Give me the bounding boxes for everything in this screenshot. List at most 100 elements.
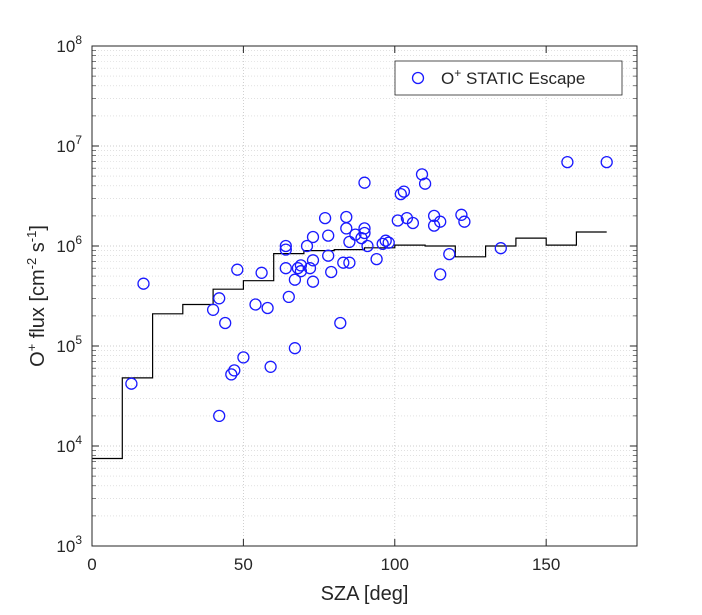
data-point [340,210,353,224]
x-tick-labels: 0 50 100 150 [87,555,560,574]
data-point [391,214,404,227]
y-axis-title-flux: flux [cm [27,269,49,343]
y-tick-label: 107 [56,133,82,156]
y-axis-title: O+ flux [cm-2 s-1] [24,225,49,367]
data-point [600,155,613,169]
x-tick-label: 0 [87,555,96,574]
data-point [306,230,320,244]
data-point [279,243,292,256]
y-tick-exponent: 4 [75,433,82,447]
y-tick-exponent: 8 [75,33,82,47]
y-tick-label: 103 [56,533,82,556]
data-point [394,187,407,201]
y-tick-exponent: 7 [75,133,82,147]
data-point [434,268,447,281]
data-point [434,215,447,228]
data-point [294,259,308,272]
data-point [213,292,226,305]
data-point [225,368,238,381]
data-point [255,266,268,279]
data-point [358,222,371,235]
data-point [370,252,383,266]
y-tick-exponent: 3 [75,533,82,547]
data-point [264,360,277,373]
x-tick-label: 50 [234,555,253,574]
data-point [219,316,232,330]
data-point [282,290,295,304]
data-point [294,265,308,278]
data-point [261,301,274,315]
legend-label: O+ STATIC Escape [441,66,585,88]
data-point [561,155,574,169]
data-point [213,409,226,423]
legend-box [394,60,623,96]
data-point [279,262,292,275]
x-tick-label: 100 [381,555,409,574]
y-axis-title-s: s [27,242,49,258]
data-point [361,239,374,253]
y-tick-exponent: 5 [75,333,82,347]
data-point [358,226,371,240]
legend-label-plus: + [454,66,461,80]
x-axis-title: SZA [deg] [321,583,409,605]
y-axis-title-o: O [27,351,49,367]
data-point [397,185,411,198]
data-point [382,236,395,249]
legend: O+ STATIC Escape [394,60,623,96]
data-point [337,256,350,269]
data-point [249,298,262,311]
data-point [231,263,244,276]
data-point [418,177,432,190]
step-layer [92,231,607,460]
x-tick-label: 150 [532,555,560,574]
data-point [300,239,314,253]
y-tick-base: 10 [56,137,75,156]
data-point [343,235,356,249]
plot-area [92,46,637,546]
legend-label-rest: STATIC Escape [461,69,585,88]
legend-label-o: O [441,69,454,88]
y-tick-label: 105 [56,333,82,356]
data-point [376,237,389,251]
data-point [322,249,335,262]
data-point [358,176,371,189]
data-point [334,316,347,330]
data-point [443,247,456,261]
y-tick-label: 104 [56,433,82,456]
data-point [406,216,420,230]
y-tick-base: 10 [56,37,75,56]
data-point [303,262,317,275]
y-tick-label: 106 [56,233,82,256]
data-point [322,229,335,242]
data-point [306,254,320,267]
y-tick-base: 10 [56,337,75,356]
data-point [343,256,356,269]
data-point [125,377,138,390]
data-point [349,228,362,241]
data-point [279,239,292,253]
y-axis-title-plus: + [24,344,39,352]
plot-background [92,46,637,546]
data-point [288,273,302,286]
scatter-points [125,155,613,423]
data-point [427,219,441,232]
data-point [455,208,468,221]
data-point [325,265,338,279]
data-point [494,242,507,255]
y-tick-base: 10 [56,437,75,456]
model-step-line [92,231,607,460]
legend-marker [411,71,425,85]
y-axis-title-close: ] [27,225,49,231]
data-point [458,215,471,228]
y-tick-exponent: 6 [75,233,82,247]
data-point [288,342,302,355]
minor-grid [92,50,637,517]
data-point [228,364,241,377]
data-point [379,234,392,247]
y-tick-base: 10 [56,237,75,256]
y-axis-title-minus2: -2 [24,258,39,270]
data-point [291,262,305,275]
